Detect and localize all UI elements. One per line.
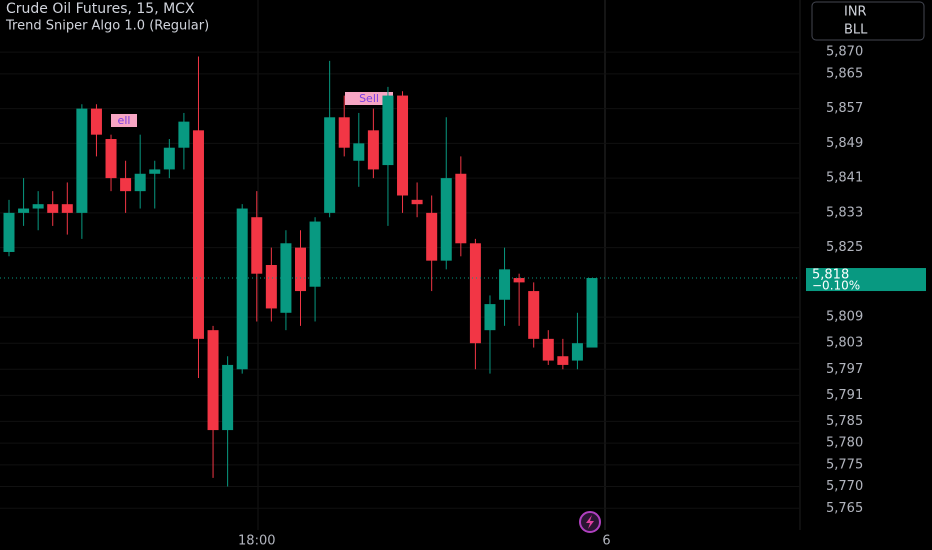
candle-body — [280, 243, 292, 313]
button[interactable]: BLL — [844, 23, 868, 38]
currency-box[interactable] — [811, 1, 925, 41]
y-tick-label: 5,857 — [826, 101, 863, 116]
y-tick-label: 5,791 — [826, 388, 863, 403]
candle-body — [324, 117, 336, 213]
y-tick-label: 5,770 — [826, 479, 863, 494]
y-tick-label: 5,803 — [826, 336, 863, 351]
x-tick-label: 6 — [602, 534, 610, 549]
candle-body — [338, 117, 350, 148]
price-label-box — [806, 268, 926, 292]
chart-title: Crude Oil Futures, 15, MCX — [6, 1, 195, 17]
candle-body — [251, 217, 263, 274]
candle-body — [295, 247, 306, 292]
candle-body — [528, 291, 540, 339]
candle-body — [61, 204, 73, 213]
candle-body — [47, 204, 59, 213]
candle-body — [353, 143, 365, 161]
candle-body — [236, 208, 248, 370]
x-tick-label: 18:00 — [238, 534, 275, 549]
candle-body — [134, 173, 146, 192]
y-tick-label: 5,865 — [826, 66, 863, 81]
candle-body — [120, 178, 132, 192]
candle-body — [571, 343, 583, 361]
candle-body — [3, 212, 15, 252]
chart-subtitle: Trend Sniper Algo 1.0 (Regular) — [5, 19, 209, 34]
candle-body — [265, 265, 277, 309]
candle-body — [513, 278, 525, 283]
candle-body — [440, 178, 452, 261]
price-label: 5,818 — [812, 268, 849, 283]
candle-body — [207, 330, 219, 431]
y-tick-label: 5,870 — [826, 45, 863, 60]
candle-body — [397, 95, 409, 196]
y-tick-label: 5,809 — [826, 310, 863, 325]
y-tick-label: 5,849 — [826, 136, 863, 151]
candle-body — [32, 204, 44, 209]
candle-body — [192, 130, 204, 339]
y-tick-label: 5,780 — [826, 436, 863, 451]
alert-icon-bolt — [586, 515, 594, 529]
price-change: −0.10% — [812, 279, 860, 293]
candle-body — [18, 208, 30, 213]
y-tick-label: 5,797 — [826, 362, 863, 377]
y-tick-label: 5,765 — [826, 501, 863, 516]
candle-body — [76, 108, 88, 213]
candle-body — [542, 338, 554, 361]
candle-body — [178, 121, 190, 148]
candle-body — [557, 356, 569, 365]
y-tick-label: 5,841 — [826, 171, 863, 186]
candle-body — [499, 269, 511, 300]
candle-body — [426, 212, 438, 261]
annotation-box — [345, 92, 393, 105]
candle-body — [455, 173, 467, 244]
candle-body — [149, 169, 161, 174]
candle-body — [586, 278, 598, 348]
candle-body — [163, 147, 175, 170]
y-tick-label: 5,825 — [826, 240, 863, 255]
candle-body — [222, 364, 234, 431]
y-tick-label: 5,785 — [826, 414, 863, 429]
candle-body — [382, 95, 394, 166]
annotation-box — [111, 114, 137, 127]
y-tick-label: 5,775 — [826, 457, 863, 472]
annotation: Sell — [359, 92, 379, 105]
button[interactable]: INR — [844, 5, 867, 20]
candle-body — [367, 130, 379, 170]
y-tick-label: 5,833 — [826, 205, 863, 220]
annotation: ell — [118, 114, 131, 127]
candle-body — [469, 243, 481, 344]
candle-body — [309, 221, 321, 287]
candle-body — [105, 139, 117, 179]
candle-body — [90, 108, 102, 135]
candle-body — [411, 199, 423, 205]
candle-body — [484, 304, 496, 331]
